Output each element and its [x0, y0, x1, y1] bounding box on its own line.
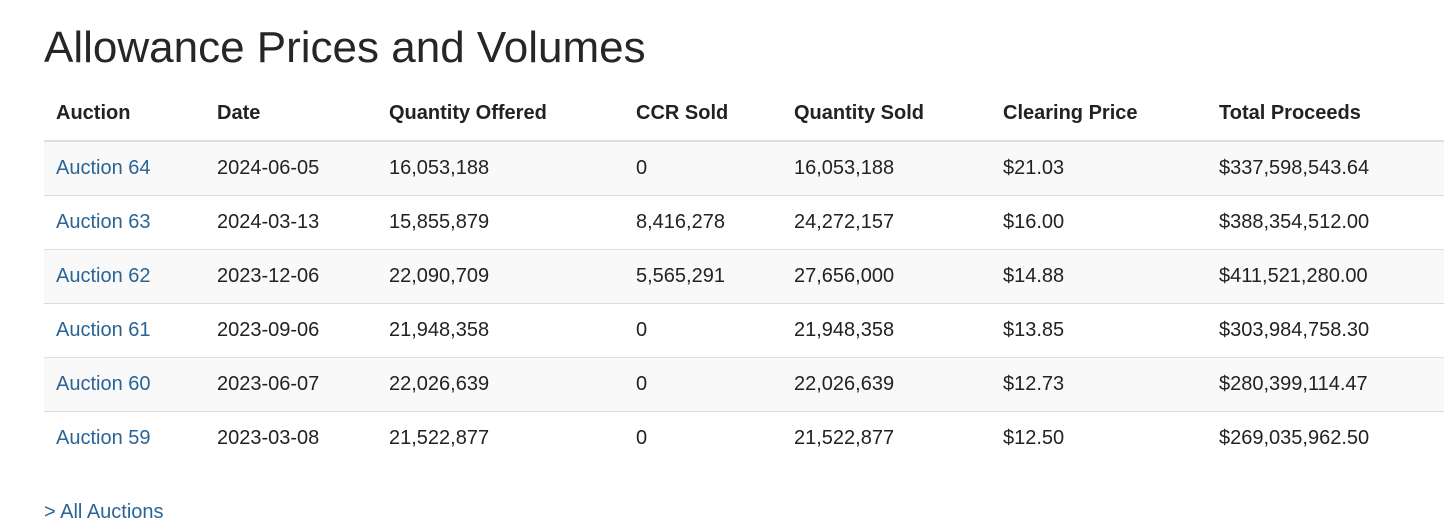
table-row: Auction 62 2023-12-06 22,090,709 5,565,2… — [44, 249, 1444, 304]
page-title: Allowance Prices and Volumes — [44, 23, 646, 72]
quantity-offered-cell: 16,053,188 — [377, 140, 624, 196]
auction-link[interactable]: Auction 60 — [56, 373, 151, 395]
auction-cell: Auction 64 — [44, 140, 205, 196]
quantity-sold-cell: 22,026,639 — [782, 357, 991, 412]
date-cell: 2024-06-05 — [205, 140, 377, 196]
date-cell: 2023-12-06 — [205, 249, 377, 304]
auction-cell: Auction 61 — [44, 303, 205, 358]
total-proceeds-cell: $269,035,962.50 — [1207, 411, 1444, 465]
quantity-sold-cell: 27,656,000 — [782, 249, 991, 304]
ccr-sold-cell: 0 — [624, 357, 782, 412]
total-proceeds-cell: $303,984,758.30 — [1207, 303, 1444, 358]
total-proceeds-cell: $337,598,543.64 — [1207, 140, 1444, 196]
ccr-sold-cell: 0 — [624, 411, 782, 465]
auction-link[interactable]: Auction 59 — [56, 427, 151, 449]
clearing-price-cell: $21.03 — [991, 140, 1207, 196]
date-cell: 2023-06-07 — [205, 357, 377, 412]
table-header: Auction Date Quantity Offered CCR Sold Q… — [44, 86, 1444, 142]
quantity-sold-cell: 24,272,157 — [782, 195, 991, 250]
ccr-sold-cell: 8,416,278 — [624, 195, 782, 250]
auction-cell: Auction 62 — [44, 249, 205, 304]
date-cell: 2023-03-08 — [205, 411, 377, 465]
total-proceeds-cell: $280,399,114.47 — [1207, 357, 1444, 412]
table-row: Auction 60 2023-06-07 22,026,639 0 22,02… — [44, 357, 1444, 412]
column-header-quantity-offered: Quantity Offered — [377, 86, 624, 142]
quantity-offered-cell: 22,090,709 — [377, 249, 624, 304]
total-proceeds-cell: $388,354,512.00 — [1207, 195, 1444, 250]
column-header-quantity-sold: Quantity Sold — [782, 86, 991, 142]
table-row: Auction 61 2023-09-06 21,948,358 0 21,94… — [44, 303, 1444, 358]
ccr-sold-cell: 0 — [624, 303, 782, 358]
date-cell: 2023-09-06 — [205, 303, 377, 358]
header-row: Auction Date Quantity Offered CCR Sold Q… — [44, 86, 1444, 142]
quantity-sold-cell: 21,948,358 — [782, 303, 991, 358]
column-header-clearing-price: Clearing Price — [991, 86, 1207, 142]
clearing-price-cell: $12.50 — [991, 411, 1207, 465]
auction-link[interactable]: Auction 63 — [56, 211, 151, 233]
ccr-sold-cell: 0 — [624, 140, 782, 196]
column-header-auction: Auction — [44, 86, 205, 142]
column-header-date: Date — [205, 86, 377, 142]
auction-table: Auction Date Quantity Offered CCR Sold Q… — [44, 86, 1444, 465]
quantity-sold-cell: 16,053,188 — [782, 140, 991, 196]
auction-link[interactable]: Auction 61 — [56, 319, 151, 341]
quantity-sold-cell: 21,522,877 — [782, 411, 991, 465]
column-header-total-proceeds: Total Proceeds — [1207, 86, 1444, 142]
clearing-price-cell: $14.88 — [991, 249, 1207, 304]
clearing-price-cell: $12.73 — [991, 357, 1207, 412]
quantity-offered-cell: 21,948,358 — [377, 303, 624, 358]
table-row: Auction 63 2024-03-13 15,855,879 8,416,2… — [44, 195, 1444, 250]
table-body: Auction 64 2024-06-05 16,053,188 0 16,05… — [44, 140, 1444, 465]
quantity-offered-cell: 15,855,879 — [377, 195, 624, 250]
ccr-sold-cell: 5,565,291 — [624, 249, 782, 304]
date-cell: 2024-03-13 — [205, 195, 377, 250]
table-row: Auction 59 2023-03-08 21,522,877 0 21,52… — [44, 411, 1444, 465]
clearing-price-cell: $16.00 — [991, 195, 1207, 250]
table-row: Auction 64 2024-06-05 16,053,188 0 16,05… — [44, 140, 1444, 196]
auction-link[interactable]: Auction 62 — [56, 265, 151, 287]
auction-cell: Auction 60 — [44, 357, 205, 412]
all-auctions-link[interactable]: > All Auctions — [44, 501, 164, 523]
column-header-ccr-sold: CCR Sold — [624, 86, 782, 142]
all-auctions-container: > All Auctions — [44, 500, 164, 524]
auction-link[interactable]: Auction 64 — [56, 157, 151, 179]
auction-cell: Auction 63 — [44, 195, 205, 250]
quantity-offered-cell: 22,026,639 — [377, 357, 624, 412]
auction-cell: Auction 59 — [44, 411, 205, 465]
clearing-price-cell: $13.85 — [991, 303, 1207, 358]
total-proceeds-cell: $411,521,280.00 — [1207, 249, 1444, 304]
quantity-offered-cell: 21,522,877 — [377, 411, 624, 465]
